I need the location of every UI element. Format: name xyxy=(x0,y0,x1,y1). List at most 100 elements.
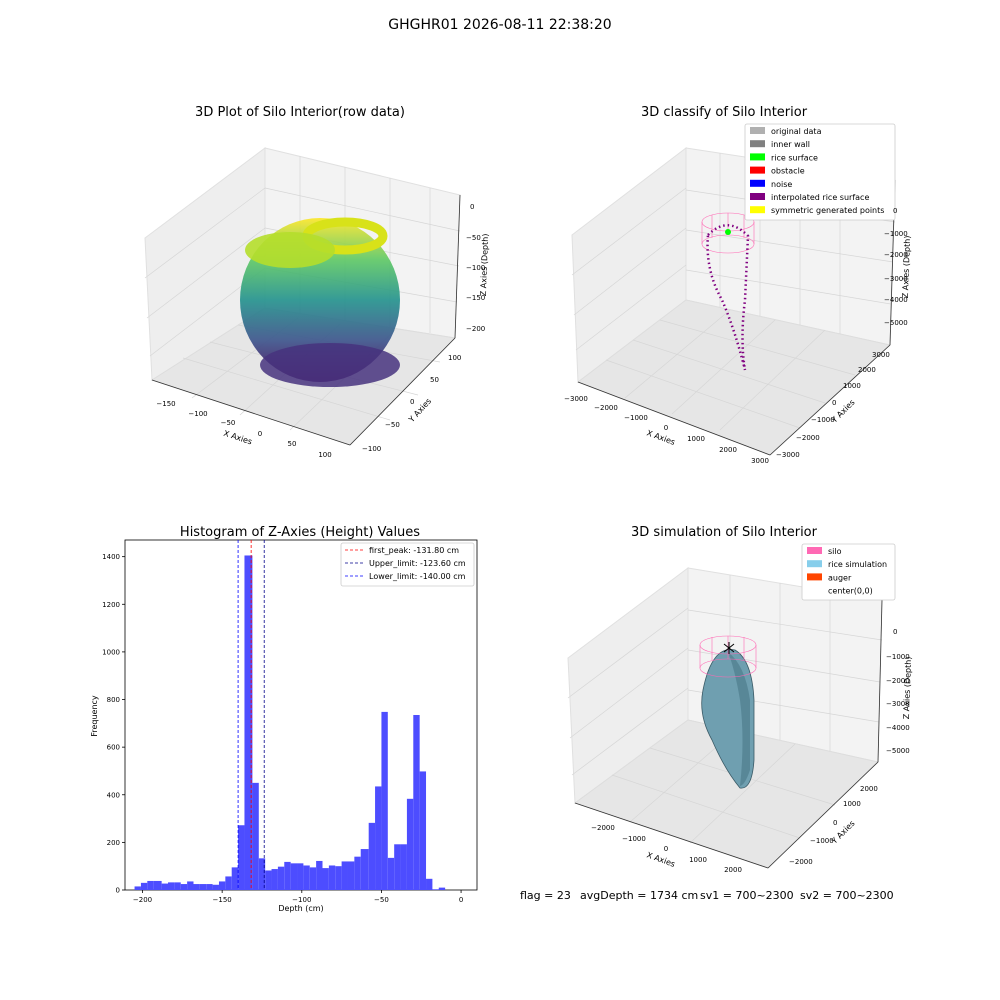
sim-z-tick: −1000 xyxy=(886,653,910,661)
classify-y-tick: 2000 xyxy=(858,366,876,374)
sim-z-ticks: 0 −1000 −2000 −3000 −4000 −5000 xyxy=(886,628,910,755)
raw-y-tick: 0 xyxy=(410,398,414,406)
classify-legend-label: obstacle xyxy=(771,167,805,176)
raw-z-tick: −200 xyxy=(466,325,485,333)
raw-x-tick: 50 xyxy=(288,440,297,448)
raw-y-tick: −100 xyxy=(362,445,381,453)
sim-legend-swatch xyxy=(807,547,822,554)
sim-x-ticks: −2000 −1000 0 1000 2000 xyxy=(591,824,742,874)
hist-bar xyxy=(406,798,414,890)
raw-x-axis-line xyxy=(151,379,351,446)
status-sv1: sv1 = 700~2300 xyxy=(700,889,794,902)
classify-x-tick: 3000 xyxy=(751,457,769,465)
hist-y-tick: 400 xyxy=(107,791,120,799)
sim-z-label: Z Axies (Depth) xyxy=(902,656,913,719)
hist-title: Histogram of Z-Axies (Height) Values xyxy=(180,525,420,540)
panel-classify-3d: 3D classify of Silo Interior xyxy=(564,105,912,465)
panel-histogram: Histogram of Z-Axies (Height) Values −20… xyxy=(90,525,478,913)
raw-cloud-bottom xyxy=(260,343,400,387)
hist-x-label: Depth (cm) xyxy=(278,904,323,913)
classify-legend-items: original data inner wall rice surface obsta… xyxy=(750,127,884,215)
hist-bar xyxy=(277,866,285,890)
raw-z-tick: −100 xyxy=(466,264,485,272)
sim-y-tick: 0 xyxy=(833,819,837,827)
sim-legend-label: rice simulation xyxy=(828,560,887,569)
classify-legend-label: noise xyxy=(771,180,792,189)
hist-bar xyxy=(354,856,361,890)
sim-x-tick: 2000 xyxy=(724,866,742,874)
hist-x-tick: −50 xyxy=(374,896,389,904)
hist-y-tick: 0 xyxy=(116,887,120,895)
classify-legend-swatch xyxy=(750,140,765,148)
hist-bar xyxy=(258,858,266,890)
classify-legend-label: inner wall xyxy=(771,140,810,149)
sim-legend-swatch xyxy=(807,560,822,568)
sim-x-tick: 1000 xyxy=(689,856,707,864)
sim-y-tick: −2000 xyxy=(789,858,813,866)
sim-y-axis-line xyxy=(767,761,879,869)
sim-y-tick: 1000 xyxy=(843,800,861,808)
hist-bar xyxy=(187,881,194,890)
classify-z-tick: −1000 xyxy=(884,230,908,238)
hist-legend-label: Upper_limit: -123.60 cm xyxy=(369,559,466,568)
classify-legend-swatch xyxy=(750,153,765,161)
classify-x-tick: −2000 xyxy=(594,404,618,412)
hist-bar xyxy=(231,867,239,890)
sim-legend-items: silo rice simulation auger center(0,0) xyxy=(807,547,887,596)
sim-title: 3D simulation of Silo Interior xyxy=(631,525,818,540)
sim-x-label: X Axies xyxy=(645,850,676,869)
hist-bar xyxy=(134,886,141,890)
classify-y-tick: −3000 xyxy=(776,451,800,459)
raw-x-tick: 100 xyxy=(318,451,331,459)
classify-y-tick: 3000 xyxy=(872,351,890,359)
hist-bar xyxy=(161,883,168,890)
classify-x-tick: 0 xyxy=(664,424,668,432)
hist-bar xyxy=(387,857,395,890)
classify-y-tick: 0 xyxy=(832,399,836,407)
hist-bar xyxy=(303,865,310,890)
hist-bar xyxy=(153,880,162,890)
hist-bar xyxy=(297,863,304,890)
hist-bar xyxy=(400,844,407,890)
classify-interpolated-surface xyxy=(706,224,750,371)
hist-bar xyxy=(225,876,232,890)
hist-bar xyxy=(375,786,382,890)
classify-legend-swatch xyxy=(750,206,765,214)
raw-x-tick: −50 xyxy=(221,419,236,427)
hist-bar xyxy=(174,882,181,890)
hist-x-tick: −150 xyxy=(213,896,232,904)
raw-y-axis-line xyxy=(349,337,456,446)
classify-x-ticks: −3000 −2000 −1000 0 1000 2000 3000 xyxy=(564,395,769,465)
hist-legend-label: first_peak: -131.80 cm xyxy=(369,546,459,555)
sim-legend-swatch xyxy=(807,573,822,581)
hist-bar xyxy=(199,884,207,890)
classify-legend-swatch xyxy=(750,166,765,174)
hist-bar xyxy=(284,861,291,890)
hist-x-tick: −100 xyxy=(292,896,311,904)
raw-z-tick: −50 xyxy=(466,234,481,242)
raw-x-tick: −150 xyxy=(156,400,175,408)
hist-bar xyxy=(368,822,376,890)
raw-x-tick: 0 xyxy=(258,430,262,438)
status-sv2: sv2 = 700~2300 xyxy=(800,889,894,902)
raw-x-label: X Axies xyxy=(222,429,253,447)
sim-z-tick: −3000 xyxy=(886,700,910,708)
hist-x-tick: 0 xyxy=(459,896,463,904)
figure-title: GHGHR01 2026-08-11 22:38:20 xyxy=(388,17,612,33)
sim-z-axis-line xyxy=(877,599,883,763)
hist-bar xyxy=(147,880,154,890)
hist-bar xyxy=(394,844,401,890)
hist-bar xyxy=(244,555,253,890)
hist-bar xyxy=(322,868,329,890)
raw-y-tick: 50 xyxy=(430,376,439,384)
classify-z-tick: −2000 xyxy=(884,251,908,259)
sim-x-tick: −1000 xyxy=(622,835,646,843)
classify-x-tick: −3000 xyxy=(564,395,588,403)
classify-x-tick: −1000 xyxy=(624,414,648,422)
classify-legend-swatch xyxy=(750,127,765,134)
classify-x-tick: 2000 xyxy=(719,446,737,454)
classify-y-tick: 1000 xyxy=(843,382,861,390)
sim-x-axis-line xyxy=(574,802,769,869)
hist-bar xyxy=(426,878,433,890)
